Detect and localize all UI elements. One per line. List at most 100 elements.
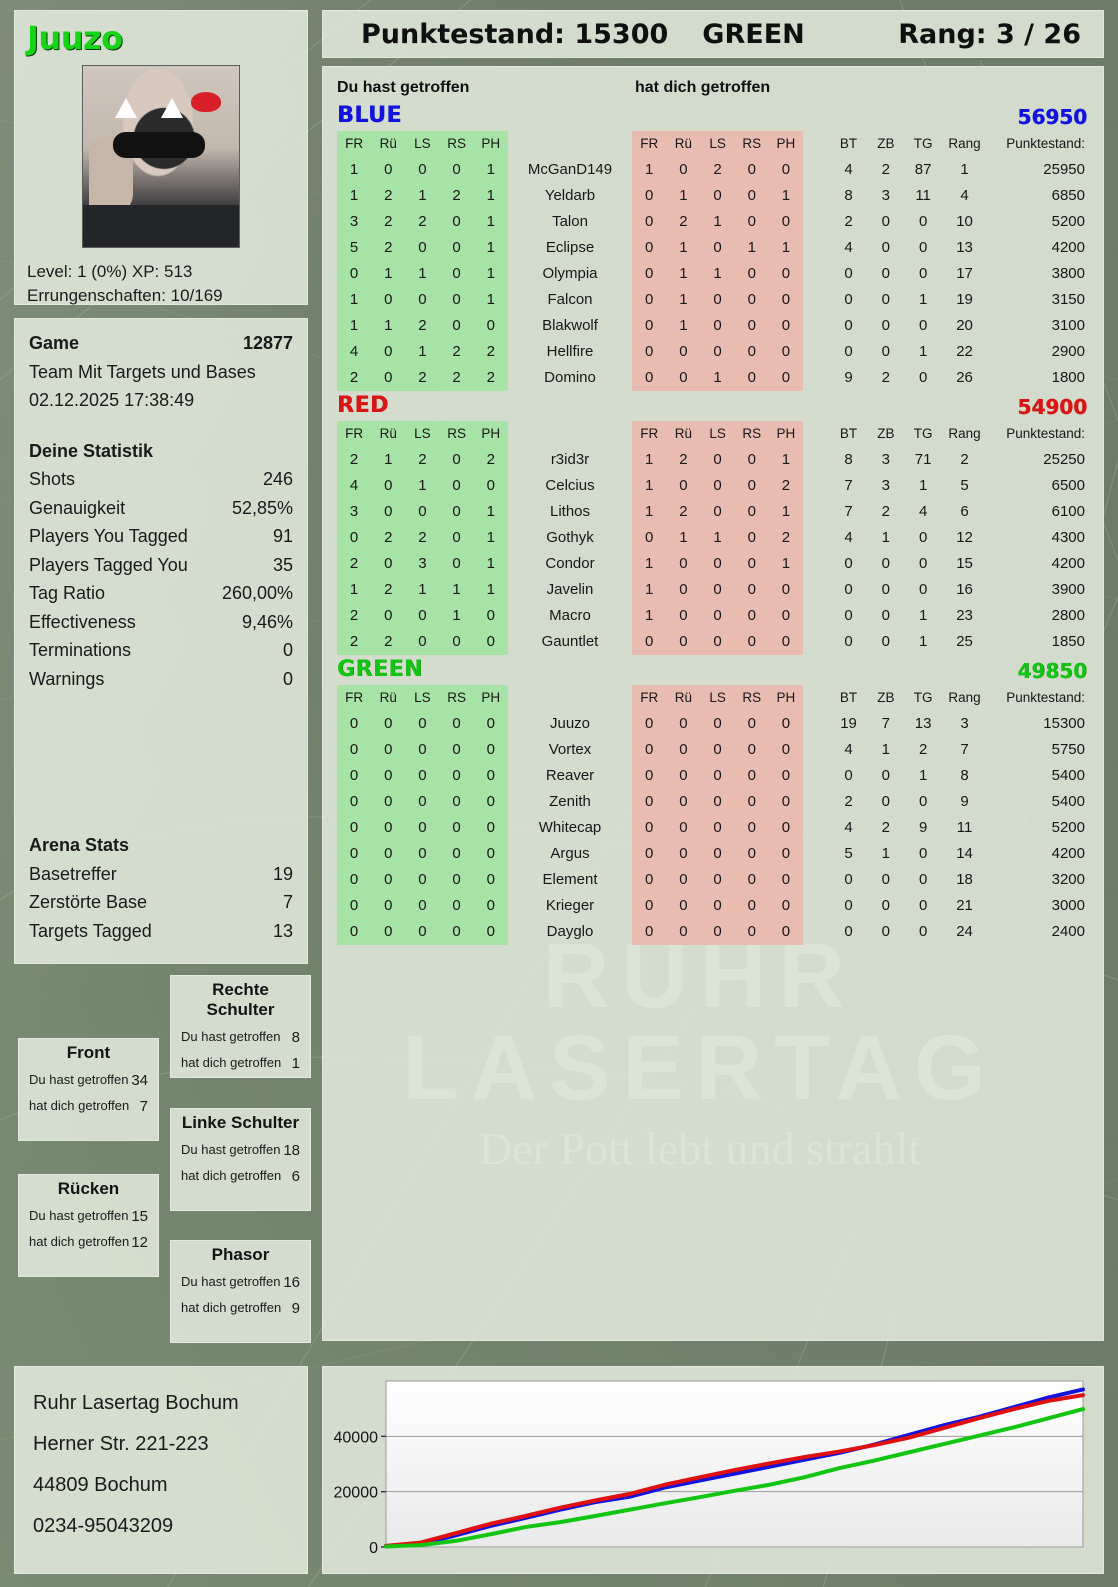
cell-you-hit: 0 <box>371 287 406 313</box>
table-row[interactable]: 0 0 0 0 0 Juuzo 0 0 0 0 0 19 7 13 3 15300 <box>337 711 1091 737</box>
cell-hit-you: 0 <box>700 313 735 339</box>
cell-you-hit: 2 <box>371 629 406 655</box>
cell-hit-you: 0 <box>768 339 803 365</box>
table-row[interactable]: 4 0 1 0 0 Celcius 1 0 0 0 2 7 3 1 5 6500 <box>337 473 1091 499</box>
col-header-you-RS: RS <box>439 421 474 447</box>
player-name: Juuzo <box>27 19 123 57</box>
cell-hit-you: 0 <box>768 157 803 183</box>
cell-score: 3000 <box>1051 897 1085 914</box>
cell-hit-you: 0 <box>700 919 735 945</box>
cell-you-hit: 0 <box>473 629 508 655</box>
cell-you-hit: 0 <box>371 711 406 737</box>
cell-you-hit: 0 <box>473 313 508 339</box>
bodypart-hit-you-value: 12 <box>131 1234 148 1251</box>
table-row[interactable]: 2 0 2 2 2 Domino 0 0 1 0 0 9 2 0 26 1800 <box>337 365 1091 391</box>
table-row[interactable]: 1 2 1 2 1 Yeldarb 0 1 0 0 1 8 3 11 4 6850 <box>337 183 1091 209</box>
cell-hit-you: 0 <box>632 841 667 867</box>
cell-bt: 7 <box>844 477 853 494</box>
bodypart-title: Rechte Schulter <box>206 980 275 1019</box>
cell-hit-you: 0 <box>768 365 803 391</box>
bodypart-hit-you-value: 1 <box>291 1055 300 1072</box>
cell-hit-you: 2 <box>666 499 701 525</box>
table-row[interactable]: 1 0 0 0 1 McGanD149 1 0 2 0 0 4 2 87 1 25950 <box>337 157 1091 183</box>
col-header-you-RS: RS <box>439 685 474 711</box>
table-row[interactable]: 0 0 0 0 0 Zenith 0 0 0 0 0 2 0 0 9 5400 <box>337 789 1091 815</box>
cell-hit-you: 1 <box>632 473 667 499</box>
cell-hit-you: 1 <box>632 447 667 473</box>
table-row[interactable]: 0 0 0 0 0 Reaver 0 0 0 0 0 0 0 1 8 5400 <box>337 763 1091 789</box>
cell-score: 4200 <box>1051 555 1085 572</box>
cell-you-hit: 0 <box>337 711 372 737</box>
cell-player-name: Reaver <box>545 767 595 784</box>
cell-you-hit: 0 <box>371 841 406 867</box>
table-row[interactable]: 3 2 2 0 1 Talon 0 2 1 0 0 2 0 0 10 5200 <box>337 209 1091 235</box>
cell-you-hit: 0 <box>473 603 508 629</box>
cell-rang: 13 <box>956 239 973 256</box>
table-row[interactable]: 5 2 0 0 1 Eclipse 0 1 0 1 1 4 0 0 13 4200 <box>337 235 1091 261</box>
cell-rang: 2 <box>960 451 969 468</box>
cell-you-hit: 0 <box>439 261 474 287</box>
table-row[interactable]: 1 2 1 1 1 Javelin 1 0 0 0 0 0 0 0 16 3900 <box>337 577 1091 603</box>
cell-hit-you: 1 <box>700 261 735 287</box>
cell-you-hit: 0 <box>405 499 440 525</box>
cell-you-hit: 0 <box>439 737 474 763</box>
cell-rang: 22 <box>956 343 973 360</box>
table-row[interactable]: 0 2 2 0 1 Gothyk 0 1 1 0 2 4 1 0 12 4300 <box>337 525 1091 551</box>
bodypart-title: Phasor <box>211 1245 270 1264</box>
team-total-red: 54900 <box>1017 395 1087 419</box>
cell-hit-you: 0 <box>700 629 735 655</box>
player-level: Level: 1 (0%) XP: 513 <box>27 262 193 281</box>
cell-tg: 0 <box>918 265 928 282</box>
table-row[interactable]: 0 0 0 0 0 Whitecap 0 0 0 0 0 4 2 9 11 5200 <box>337 815 1091 841</box>
table-row[interactable]: 0 0 0 0 0 Element 0 0 0 0 0 0 0 0 18 3200 <box>337 867 1091 893</box>
cell-hit-you: 0 <box>700 577 735 603</box>
table-row[interactable]: 2 0 0 1 0 Macro 1 0 0 0 0 0 0 1 23 2800 <box>337 603 1091 629</box>
cell-tg: 0 <box>918 369 928 386</box>
bodypart-box-front: Front Du hast getroffen 34 hat dich getroff… <box>18 1038 159 1141</box>
cell-you-hit: 0 <box>439 551 474 577</box>
cell-zb: 0 <box>881 633 891 650</box>
bodypart-hit-you-label: hat dich getroffen <box>29 1234 130 1249</box>
table-row[interactable]: 4 0 1 2 2 Hellfire 0 0 0 0 0 0 0 1 22 2900 <box>337 339 1091 365</box>
cell-score: 3100 <box>1051 317 1085 334</box>
cell-zb: 2 <box>881 503 891 520</box>
cell-zb: 0 <box>881 555 891 572</box>
table-row[interactable]: 0 1 1 0 1 Olympia 0 1 1 0 0 0 0 0 17 3800 <box>337 261 1091 287</box>
cell-zb: 1 <box>881 845 891 862</box>
table-row[interactable]: 2 0 3 0 1 Condor 1 0 0 0 1 0 0 0 15 4200 <box>337 551 1091 577</box>
table-row[interactable]: 0 0 0 0 0 Argus 0 0 0 0 0 5 1 0 14 4200 <box>337 841 1091 867</box>
cell-hit-you: 0 <box>700 789 735 815</box>
cell-you-hit: 0 <box>405 287 440 313</box>
cell-you-hit: 4 <box>337 339 372 365</box>
cell-you-hit: 0 <box>337 737 372 763</box>
cell-hit-you: 0 <box>632 867 667 893</box>
cell-hit-you: 0 <box>734 261 769 287</box>
cell-hit-you: 1 <box>632 603 667 629</box>
cell-you-hit: 0 <box>405 737 440 763</box>
cell-bt: 19 <box>840 715 857 732</box>
cell-player-name: Eclipse <box>545 239 595 256</box>
col-header-you-Rü: Rü <box>371 131 406 157</box>
personal-stat-label: Players You Tagged <box>29 526 188 546</box>
cell-hit-you: 1 <box>768 183 803 209</box>
cell-hit-you: 0 <box>734 711 769 737</box>
cell-hit-you: 0 <box>700 183 735 209</box>
bodypart-you-hit-label: Du hast getroffen <box>29 1072 129 1087</box>
cell-rang: 1 <box>960 161 969 178</box>
table-row[interactable]: 2 2 0 0 0 Gauntlet 0 0 0 0 0 0 0 1 25 1850 <box>337 629 1091 655</box>
cell-hit-you: 0 <box>632 235 667 261</box>
table-row[interactable]: 1 0 0 0 1 Falcon 0 1 0 0 0 0 0 1 19 3150 <box>337 287 1091 313</box>
cell-you-hit: 2 <box>371 209 406 235</box>
table-row[interactable]: 0 0 0 0 0 Vortex 0 0 0 0 0 4 1 2 7 5750 <box>337 737 1091 763</box>
bodypart-hit-you-row: hat dich getroffen 1 <box>181 1055 300 1072</box>
cell-you-hit: 0 <box>473 473 508 499</box>
table-row[interactable]: 2 1 2 0 2 r3id3r 1 2 0 0 1 8 3 71 2 25250 <box>337 447 1091 473</box>
cell-player-name: Krieger <box>545 897 595 914</box>
table-row[interactable]: 0 0 0 0 0 Krieger 0 0 0 0 0 0 0 0 21 3000 <box>337 893 1091 919</box>
cell-rang: 25 <box>956 633 973 650</box>
cell-you-hit: 2 <box>439 183 474 209</box>
cell-hit-you: 0 <box>768 287 803 313</box>
table-row[interactable]: 0 0 0 0 0 Dayglo 0 0 0 0 0 0 0 0 24 2400 <box>337 919 1091 945</box>
table-row[interactable]: 3 0 0 0 1 Lithos 1 2 0 0 1 7 2 4 6 6100 <box>337 499 1091 525</box>
table-row[interactable]: 1 1 2 0 0 Blakwolf 0 1 0 0 0 0 0 0 20 3100 <box>337 313 1091 339</box>
